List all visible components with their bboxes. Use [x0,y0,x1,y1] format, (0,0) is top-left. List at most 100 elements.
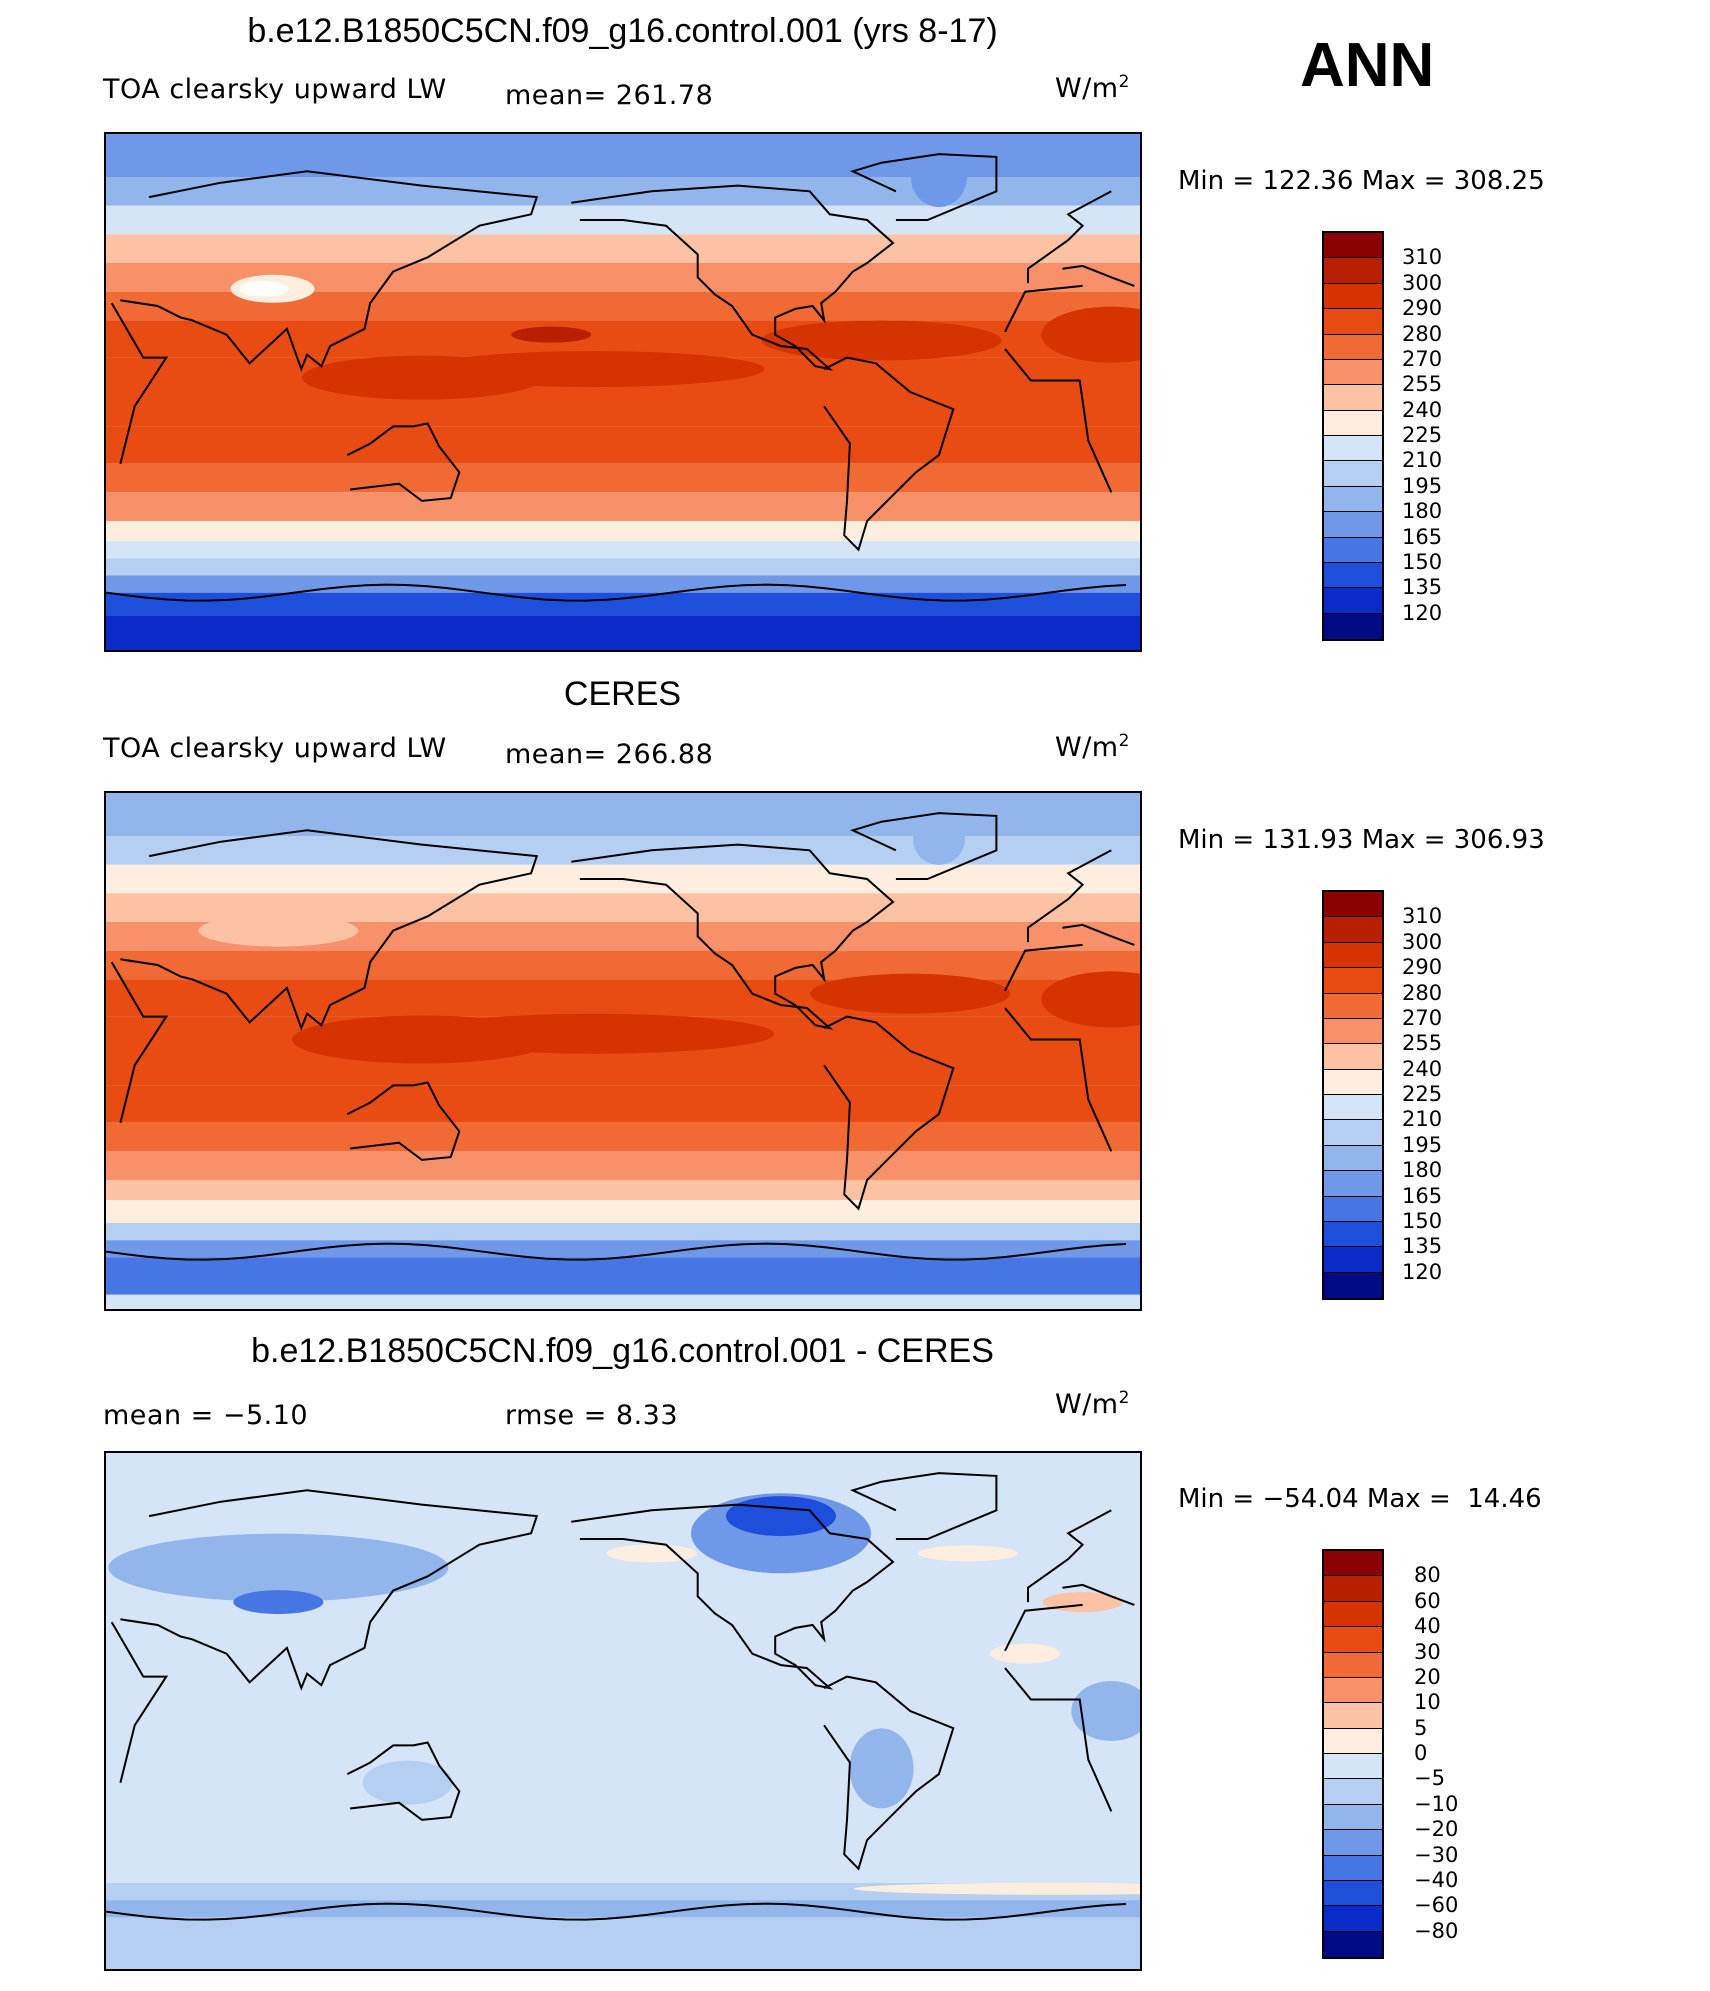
colorbar-tick-label: 180 [1402,1158,1443,1183]
panel-3-colorbar [1322,1549,1384,1959]
colorbar-tick-label: 120 [1402,1259,1443,1284]
colorbar-swatch [1324,1095,1382,1121]
colorbar-tick-label: 290 [1402,296,1443,321]
colorbar-swatch [1324,1804,1382,1831]
colorbar-tick-label: 270 [1402,1005,1443,1030]
colorbar-tick-label: 5 [1414,1715,1428,1740]
colorbar-tick-label: 270 [1402,346,1443,371]
colorbar-swatch [1324,942,1382,969]
colorbar-swatch [1324,486,1382,513]
colorbar-swatch [1324,233,1382,259]
colorbar-swatch [1324,1221,1382,1248]
panel-1-units: W/m2 [1055,72,1130,104]
colorbar-swatch [1324,258,1382,284]
colorbar-swatch [1324,562,1382,589]
colorbar-swatch [1324,512,1382,538]
colorbar-swatch [1324,1906,1382,1932]
colorbar-tick-label: 280 [1402,980,1443,1005]
colorbar-tick-label: 10 [1414,1690,1441,1715]
colorbar-swatch [1324,1196,1382,1222]
colorbar-tick-label: 165 [1402,524,1443,549]
colorbar-tick-label: −40 [1414,1867,1459,1892]
colorbar-swatch [1324,309,1382,335]
colorbar-swatch [1324,1601,1382,1628]
panel-1-mean-label: mean= 261.78 [505,80,714,111]
panel-1-variable-label: TOA clearsky upward LW [103,74,447,105]
colorbar-tick-label: 135 [1402,1234,1443,1259]
panel-2-minmax: Min = 131.93 Max = 306.93 [1178,825,1545,855]
colorbar-tick-label: 120 [1402,600,1443,625]
colorbar-tick-label: 240 [1402,1056,1443,1081]
colorbar-tick-label: 165 [1402,1183,1443,1208]
panel-3-mean-label: mean = −5.10 [103,1400,309,1431]
colorbar-tick-label: −5 [1414,1766,1445,1791]
panel-3-map [104,1451,1142,1971]
colorbar-swatch [1324,385,1382,411]
colorbar-swatch [1324,1272,1382,1298]
colorbar-swatch [1324,410,1382,436]
colorbar-tick-label: 310 [1402,904,1443,929]
panel-2-title: CERES [563,675,682,713]
colorbar-swatch [1324,892,1382,918]
colorbar-tick-label: 210 [1402,448,1443,473]
colorbar-tick-label: 310 [1402,245,1443,270]
colorbar-swatch [1324,1247,1382,1273]
panel-2-variable-label: TOA clearsky upward LW [103,733,447,764]
panel-3-minmax: Min = −54.04 Max = 14.46 [1178,1484,1542,1514]
colorbar-tick-label: −20 [1414,1817,1459,1842]
colorbar-swatch [1324,1145,1382,1172]
colorbar-swatch [1324,968,1382,994]
panel-2-colorbar [1322,890,1384,1300]
colorbar-swatch [1324,1576,1382,1602]
colorbar-swatch [1324,334,1382,360]
panel-3-rmse-label: rmse = 8.33 [505,1400,679,1431]
panel-2-map [104,791,1142,1311]
panel-2-mean-label: mean= 266.88 [505,739,714,770]
colorbar-tick-label: 30 [1414,1639,1441,1664]
colorbar-swatch [1324,1703,1382,1729]
colorbar-swatch [1324,1830,1382,1856]
colorbar-swatch [1324,537,1382,563]
panel-3-title: b.e12.B1850C5CN.f09_g16.control.001 - CE… [251,1332,994,1370]
colorbar-tick-label: 135 [1402,575,1443,600]
colorbar-tick-label: 20 [1414,1664,1441,1689]
colorbar-swatch [1324,1779,1382,1805]
colorbar-tick-label: 40 [1414,1614,1441,1639]
colorbar-swatch [1324,1652,1382,1678]
panel-1-colorbar [1322,231,1384,641]
colorbar-swatch [1324,461,1382,487]
colorbar-swatch [1324,359,1382,386]
panel-1-title: b.e12.B1850C5CN.f09_g16.control.001 (yrs… [247,12,998,50]
colorbar-swatch [1324,1931,1382,1957]
colorbar-swatch [1324,283,1382,310]
colorbar-swatch [1324,1754,1382,1780]
colorbar-swatch [1324,1677,1382,1704]
colorbar-tick-label: 150 [1402,1208,1443,1233]
panel-3-units: W/m2 [1055,1388,1130,1420]
season-label: ANN [1300,31,1435,100]
colorbar-tick-label: −10 [1414,1791,1459,1816]
colorbar-tick-label: 255 [1402,372,1443,397]
colorbar-swatch [1324,1171,1382,1197]
colorbar-tick-label: 195 [1402,473,1443,498]
colorbar-swatch [1324,1880,1382,1907]
colorbar-tick-label: 0 [1414,1741,1428,1765]
colorbar-tick-label: 300 [1402,929,1443,954]
colorbar-tick-label: −30 [1414,1842,1459,1867]
colorbar-swatch [1324,993,1382,1019]
colorbar-tick-label: 280 [1402,321,1443,346]
colorbar-tick-label: 80 [1414,1563,1441,1588]
colorbar-swatch [1324,588,1382,614]
colorbar-tick-label: 195 [1402,1132,1443,1157]
colorbar-swatch [1324,1551,1382,1577]
panel-2-units: W/m2 [1055,731,1130,763]
colorbar-swatch [1324,1018,1382,1045]
colorbar-swatch [1324,1627,1382,1653]
colorbar-tick-label: 150 [1402,549,1443,574]
colorbar-swatch [1324,1120,1382,1146]
colorbar-tick-label: 60 [1414,1588,1441,1613]
colorbar-tick-label: 290 [1402,955,1443,980]
colorbar-swatch [1324,1728,1382,1754]
panel-1-map [104,132,1142,652]
colorbar-tick-label: 300 [1402,270,1443,295]
